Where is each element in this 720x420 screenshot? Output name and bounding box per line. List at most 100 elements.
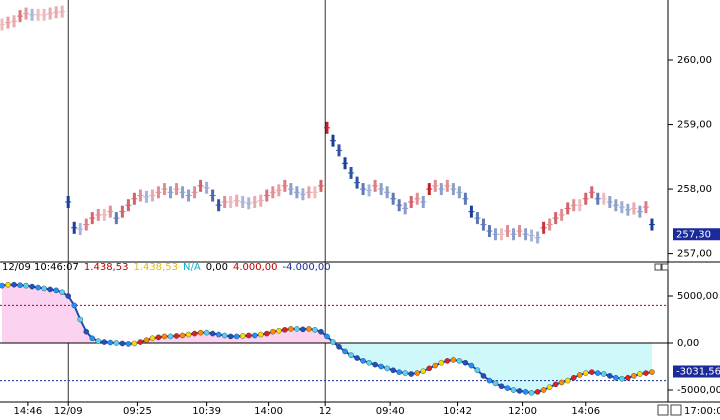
oscillator-dot xyxy=(576,372,583,378)
oscillator-dot xyxy=(396,369,402,375)
oscillator-dot xyxy=(65,293,71,299)
oscillator-dot xyxy=(11,281,17,288)
oscillator-dot xyxy=(342,348,348,355)
time-icon[interactable] xyxy=(670,404,682,416)
x-tick-label: 12/09 xyxy=(54,406,83,417)
oscillator-dot xyxy=(366,359,372,366)
oscillator-dot xyxy=(613,374,619,381)
oscillator-dot xyxy=(197,329,204,336)
oscillator-dot xyxy=(300,326,306,333)
oscillator-dot xyxy=(601,371,607,377)
x-tick-label: 14:46 xyxy=(13,406,42,417)
close-button[interactable] xyxy=(661,263,669,271)
oscillator-dot xyxy=(552,381,559,388)
oscillator-dot xyxy=(23,282,29,289)
oscillator-dot xyxy=(83,328,90,335)
oscillator-dot xyxy=(444,358,451,364)
last-value-tag xyxy=(673,365,720,378)
level-label: -4.000,00 xyxy=(282,262,330,273)
oscillator-dot xyxy=(29,283,35,290)
oscillator-dot xyxy=(582,370,589,376)
oscillator-dot xyxy=(480,373,487,379)
oscillator-dot xyxy=(41,285,47,292)
oscillator-dot xyxy=(149,335,156,342)
oscillator-dot xyxy=(570,374,577,381)
oscillator-dot xyxy=(95,338,102,344)
oscillator-dot xyxy=(227,333,234,340)
oscillator-dot xyxy=(354,355,360,361)
oscillator-dot xyxy=(137,339,144,345)
oscillator-dot xyxy=(360,358,366,364)
oscillator-dot xyxy=(245,332,252,339)
oscillator-dot xyxy=(637,371,643,377)
y-tick-label: 259,00 xyxy=(677,120,712,131)
oscillator-dot xyxy=(59,289,65,296)
oscillator-dot xyxy=(306,326,312,332)
oscillator-dot xyxy=(5,281,11,288)
oscillator-dot xyxy=(462,359,469,366)
oscillator-dot xyxy=(270,328,276,335)
oscillator-dot xyxy=(35,284,41,291)
oscillator-dot xyxy=(486,377,493,384)
x-tick-label: 09:40 xyxy=(376,406,405,417)
oscillator-dot xyxy=(558,379,565,386)
header-text: 12/09 10:46:07 xyxy=(2,262,79,273)
header-text: 1.438,53 xyxy=(84,262,129,273)
oscillator-dot xyxy=(318,328,324,335)
oscillator-dot xyxy=(191,330,198,337)
oscillator-dot xyxy=(101,339,108,345)
header-text: N/A xyxy=(183,262,201,273)
y-tick-label: 258,00 xyxy=(677,184,712,195)
oscillator-dot xyxy=(221,332,228,339)
oscillator-dot xyxy=(378,363,384,370)
y-tick-label: 5000,00 xyxy=(677,291,718,302)
oscillator-dot xyxy=(564,377,571,384)
oscillator-dot xyxy=(474,367,481,374)
minimize-button[interactable] xyxy=(654,263,662,271)
oscillator-dot xyxy=(408,371,415,377)
y-tick-label: 257,00 xyxy=(677,249,712,260)
oscillator-dot xyxy=(594,370,601,376)
oscillator-dot xyxy=(414,370,421,376)
level-label: 0,00 xyxy=(206,262,228,273)
header-text: 1.438,53 xyxy=(133,262,178,273)
oscillator-dot xyxy=(402,370,409,376)
oscillator-dot xyxy=(119,340,126,347)
oscillator-dot xyxy=(631,373,637,379)
oscillator-dot xyxy=(282,327,288,333)
oscillator-dot xyxy=(330,339,336,345)
oscillator-dot xyxy=(498,383,505,390)
oscillator-dot xyxy=(263,330,270,337)
oscillator-dot xyxy=(239,333,246,339)
oscillator-dot xyxy=(546,384,553,390)
oscillator-dot xyxy=(607,373,613,379)
oscillator-dot xyxy=(456,358,463,364)
oscillator-dot xyxy=(233,333,240,340)
oscillator-dot xyxy=(384,365,390,372)
oscillator-dot xyxy=(438,359,445,366)
oscillator-dot xyxy=(534,389,541,395)
edit-icon[interactable] xyxy=(657,404,669,416)
oscillator-dot xyxy=(161,333,168,340)
x-tick-label: 12:00 xyxy=(508,406,537,417)
oscillator-dot xyxy=(53,287,59,294)
oscillator-dot xyxy=(167,333,174,340)
level-label: 4.000,00 xyxy=(233,262,278,273)
oscillator-dot xyxy=(251,332,258,339)
oscillator-dot xyxy=(113,340,120,346)
y-tick-label: -5000,00 xyxy=(677,385,720,396)
x-tick-label: 14:00 xyxy=(254,406,283,417)
oscillator-dot xyxy=(510,387,517,393)
end-time-label: 17:00:00 xyxy=(684,406,720,417)
oscillator-dot xyxy=(619,375,625,382)
oscillator-dot xyxy=(47,286,53,293)
oscillator-dot xyxy=(107,339,114,346)
oscillator-dot xyxy=(143,337,150,343)
positive-area xyxy=(2,284,652,343)
oscillator-dot xyxy=(420,368,427,374)
oscillator-dot xyxy=(625,374,631,381)
oscillator-dot xyxy=(348,352,354,359)
oscillator-dot xyxy=(185,331,192,338)
oscillator-dot xyxy=(588,369,595,375)
